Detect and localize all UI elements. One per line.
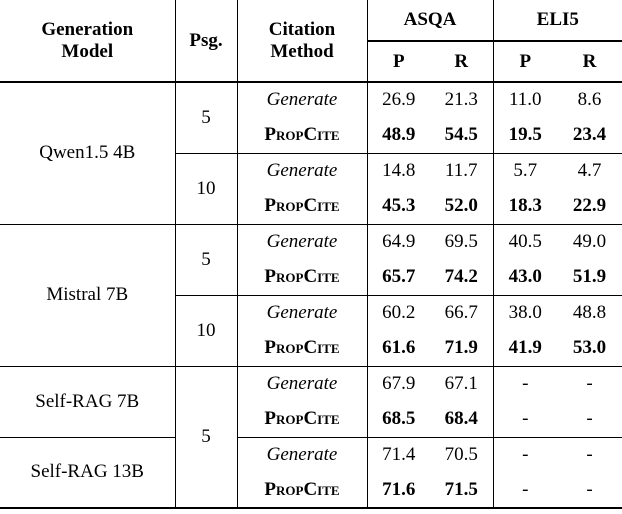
header-psg: Psg. [174, 0, 237, 83]
method-cell: Generate [236, 366, 367, 402]
eli5-p-cell: 19.5 [492, 117, 558, 154]
asqa-p-cell: 71.4 [366, 437, 430, 473]
asqa-r-cell: 66.7 [444, 302, 478, 324]
asqa-r-cell: 67.1 [444, 373, 478, 395]
table-row-generate: Mistral 7B 5 Generate 64.9 69.5 40.5 49.… [0, 224, 622, 367]
eli5-r-cell: 8.6 [577, 89, 602, 111]
table-row-propcite: PropCite 65.7 74.2 43.0 51.9 [0, 259, 622, 296]
method-cell: PropCite [236, 188, 367, 225]
eli5-r-cell: 23.4 [557, 117, 622, 154]
eli5-r-cell: 51.9 [557, 259, 622, 296]
table-row-propcite: PropCite 45.3 52.0 18.3 22.9 [0, 188, 622, 225]
asqa-r-cell: 52.0 [430, 188, 494, 225]
method-cell: Generate [236, 437, 367, 473]
eli5-r-cell: 48.8 [572, 302, 607, 324]
eli5-r-cell: 53.0 [557, 330, 622, 367]
asqa-p-cell: 71.6 [366, 472, 430, 508]
eli5-p-cell: 41.9 [492, 330, 558, 367]
table-row-generate: Self-RAG 13B Generate 71.4 70.5 - - [0, 437, 622, 482]
method-cell: PropCite [236, 259, 367, 296]
psg-cell: 10 [174, 295, 237, 367]
table-row-generate: Self-RAG 7B 5 Generate 67.9 67.1 - - [0, 366, 622, 508]
model-cell: Self-RAG 7B [0, 366, 175, 438]
asqa-p-cell: 65.7 [366, 259, 430, 296]
asqa-r-cell: 11.7 [444, 160, 478, 182]
asqa-p-cell: 68.5 [366, 401, 430, 438]
table-header: Generation Model Psg. Citation Method AS… [0, 0, 622, 83]
method-cell: PropCite [236, 330, 367, 367]
eli5-p-cell: 18.3 [492, 188, 558, 225]
table-body: Qwen1.5 4B 5 Generate 26.9 21.3 11.0 8.6… [0, 82, 622, 508]
eli5-p-cell: 40.5 [492, 224, 558, 260]
model-cell: Self-RAG 13B [30, 461, 144, 483]
asqa-r-cell: 68.4 [430, 401, 494, 438]
asqa-p-cell: 61.6 [366, 330, 430, 367]
asqa-p-cell: 60.2 [366, 295, 430, 331]
eli5-p-cell: - [492, 437, 558, 473]
asqa-p-cell: 14.8 [366, 153, 430, 189]
table-row-propcite: PropCite 68.5 68.4 - - [0, 401, 622, 438]
eli5-r-cell: - [586, 373, 593, 395]
header-citation-method: Citation Method [236, 0, 367, 83]
method-cell: Generate [236, 82, 367, 118]
method-cell: Generate [236, 295, 367, 331]
asqa-p-cell: 67.9 [366, 366, 430, 402]
eli5-r-cell: 49.0 [572, 231, 607, 253]
eli5-p-cell: 38.0 [492, 295, 558, 331]
method-cell: Generate [236, 224, 367, 260]
eli5-r-cell: 22.9 [557, 188, 622, 225]
header-row-top: Generation Model Psg. Citation Method AS… [0, 0, 622, 83]
table-row-generate: 10 Generate 60.2 66.7 38.0 48.8 [0, 295, 622, 367]
psg-cell: 10 [174, 153, 237, 225]
asqa-r-cell: 21.3 [444, 89, 478, 111]
header-eli5-p: P [492, 41, 558, 83]
model-cell: Mistral 7B [0, 224, 175, 367]
asqa-r-cell: 70.5 [444, 444, 478, 466]
header-eli5-r: R [557, 41, 622, 83]
asqa-p-cell: 45.3 [366, 188, 430, 225]
eli5-r-cell: - [586, 478, 593, 500]
eli5-r-cell: - [586, 444, 593, 466]
eli5-p-cell: 5.7 [492, 153, 558, 189]
eli5-p-cell: - [492, 472, 558, 508]
eli5-p-cell: 43.0 [492, 259, 558, 296]
eli5-p-cell: - [492, 366, 558, 402]
header-generation-model: Generation Model [0, 0, 175, 83]
method-cell: PropCite [236, 472, 367, 508]
asqa-p-cell: 26.9 [366, 82, 430, 118]
asqa-r-cell: 71.5 [444, 478, 478, 500]
table-row-propcite: PropCite 71.6 71.5 - - [0, 472, 622, 508]
eli5-r-cell: 4.7 [577, 160, 602, 182]
header-asqa-p: P [366, 41, 430, 83]
header-eli5: ELI5 [492, 0, 622, 42]
asqa-r-cell: 54.5 [430, 117, 494, 154]
header-asqa-r: R [430, 41, 494, 83]
eli5-p-cell: 11.0 [492, 82, 558, 118]
table-row-propcite: PropCite 61.6 71.9 41.9 53.0 [0, 330, 622, 367]
asqa-r-cell: 71.9 [430, 330, 494, 367]
psg-cell: 5 [174, 82, 237, 154]
psg-cell: 5 [174, 224, 237, 296]
table-row-propcite: PropCite 48.9 54.5 19.5 23.4 [0, 117, 622, 154]
header-asqa: ASQA [366, 0, 494, 42]
header-row-sub: P R P R [0, 41, 622, 83]
method-cell: PropCite [236, 401, 367, 438]
model-cell: Qwen1.5 4B [0, 82, 175, 225]
asqa-r-cell: 74.2 [430, 259, 494, 296]
psg-cell: 5 [174, 366, 237, 508]
table-row-generate: 10 Generate 14.8 11.7 5.7 4.7 [0, 153, 622, 225]
asqa-r-cell: 69.5 [444, 231, 478, 253]
method-cell: Generate [236, 153, 367, 189]
asqa-p-cell: 48.9 [366, 117, 430, 154]
method-cell: PropCite [236, 117, 367, 154]
eli5-p-cell: - [492, 401, 558, 438]
table-row-generate: Qwen1.5 4B 5 Generate 26.9 21.3 11.0 8.6 [0, 82, 622, 225]
asqa-p-cell: 64.9 [366, 224, 430, 260]
eli5-r-cell: - [557, 401, 622, 438]
